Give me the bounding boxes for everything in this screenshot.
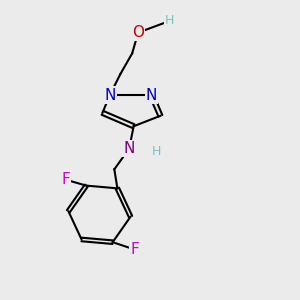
- Text: F: F: [61, 172, 70, 187]
- Text: N: N: [146, 88, 157, 103]
- Text: N: N: [104, 88, 116, 103]
- Text: H: H: [151, 145, 160, 158]
- Text: F: F: [130, 242, 139, 257]
- Text: H: H: [165, 14, 174, 27]
- Text: N: N: [124, 141, 135, 156]
- Text: O: O: [132, 25, 144, 40]
